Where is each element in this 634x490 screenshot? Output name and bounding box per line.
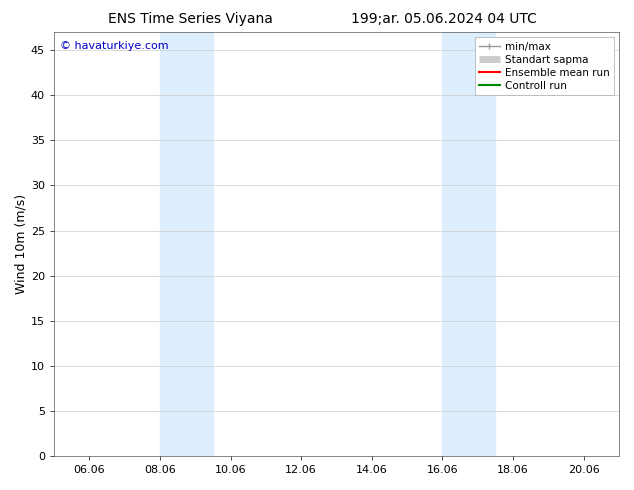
- Bar: [443, 32, 495, 456]
- Legend: min/max, Standart sapma, Ensemble mean run, Controll run: min/max, Standart sapma, Ensemble mean r…: [475, 37, 614, 95]
- Text: 199;ar. 05.06.2024 04 UTC: 199;ar. 05.06.2024 04 UTC: [351, 12, 537, 26]
- Y-axis label: Wind 10m (m/s): Wind 10m (m/s): [15, 194, 28, 294]
- Text: © havaturkiye.com: © havaturkiye.com: [60, 41, 168, 50]
- Text: ENS Time Series Viyana: ENS Time Series Viyana: [108, 12, 273, 26]
- Bar: [160, 32, 213, 456]
